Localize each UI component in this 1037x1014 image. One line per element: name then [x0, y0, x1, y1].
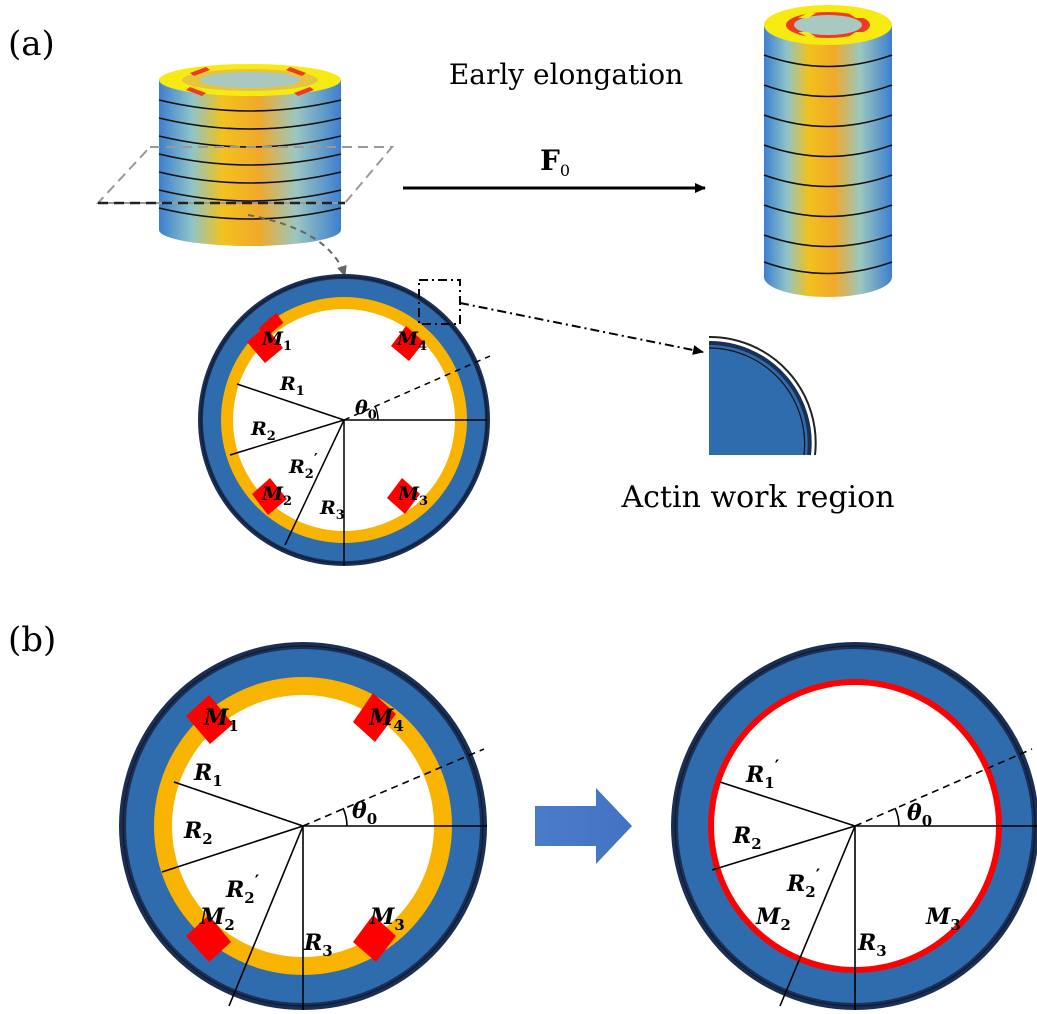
early-elongation-title: Early elongation: [449, 58, 683, 91]
cross-section-a-m2-block: [252, 478, 287, 515]
panel-a-tag: (a): [8, 24, 55, 64]
b-left-r1-label: R1: [193, 760, 223, 790]
panel-b-tag: (b): [8, 620, 56, 660]
b-right-m3-label: M3: [925, 904, 961, 934]
zoom-box: [418, 279, 461, 325]
b-left-r3-label: R3: [303, 930, 333, 960]
a-m1-label: M1: [261, 328, 292, 354]
a-r3-label: R3: [319, 497, 345, 523]
transition-arrow: [535, 788, 632, 864]
actin-inset: [708, 335, 817, 456]
b-right-r3-label: R3: [857, 930, 887, 960]
b-left-m2-label: M2: [199, 904, 235, 934]
b-left-m1-block: [186, 695, 233, 744]
b-left-m4-block: [353, 693, 396, 742]
b-left-m4-label: M4: [368, 705, 404, 735]
b-left-r2prime-label: R2′: [225, 872, 260, 907]
a-m2-label: M2: [261, 483, 292, 509]
force-label: F0: [540, 144, 570, 180]
b-left-theta-label: θ0: [352, 798, 377, 828]
cross-section-a-m4-block: [391, 326, 424, 361]
cross-section-b-left: [119, 642, 487, 1010]
actin-work-region-caption: Actin work region: [620, 480, 894, 515]
a-r2prime-label: R2′: [288, 450, 318, 482]
b-left-m3-block: [353, 915, 396, 962]
short-tube-3d: [158, 64, 342, 246]
b-left-r2-label: R2: [183, 818, 213, 848]
b-left-m3-label: M3: [369, 904, 405, 934]
section-to-cross-section-arrow: [247, 214, 347, 277]
b-right-r2-label: R2: [732, 823, 762, 853]
b-left-m1-label: M1: [203, 705, 239, 735]
b-left-m2-block: [186, 915, 231, 962]
cross-section-b-right: [671, 642, 1037, 1010]
section-plane: [95, 146, 395, 204]
zoom-arrow: [459, 302, 704, 355]
cross-section-a-m1-block: [247, 326, 283, 363]
b-right-r2prime-label: R2′: [786, 866, 821, 901]
cross-section-a: [198, 274, 491, 566]
a-r1-label: R1: [279, 373, 305, 399]
a-m3-label: M3: [397, 483, 428, 509]
cross-section-a-m3-block: [387, 478, 420, 514]
a-theta-label: θ0: [355, 397, 377, 423]
a-m4-label: M4: [396, 328, 427, 354]
b-right-m2-label: M2: [755, 904, 791, 934]
long-tube-3d: [763, 5, 893, 297]
b-right-theta-label: θ0: [907, 800, 932, 830]
a-r2-label: R2: [250, 418, 276, 444]
b-right-r1prime-label: R1′: [745, 757, 780, 792]
